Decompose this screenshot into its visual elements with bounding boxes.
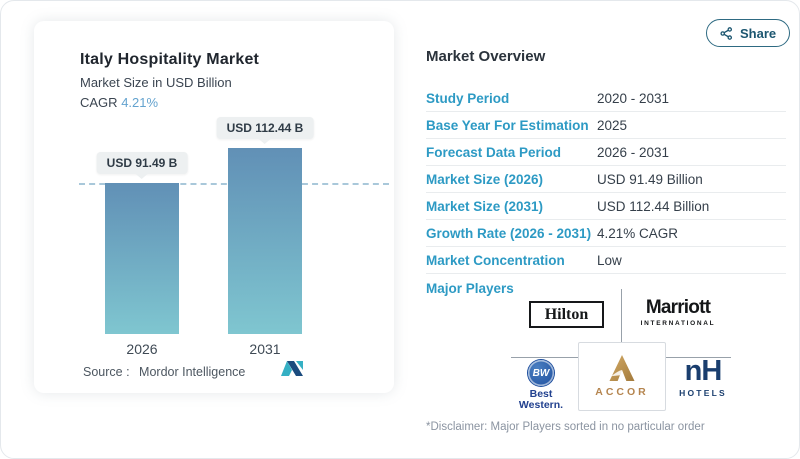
source-value: Mordor Intelligence — [139, 365, 246, 379]
row-label: Study Period — [426, 90, 510, 106]
bar-2026 — [105, 183, 179, 334]
table-row: Market Size (2031) USD 112.44 Billion — [426, 193, 786, 220]
table-row: Forecast Data Period 2026 - 2031 — [426, 139, 786, 166]
panel-heading: Market Overview — [426, 48, 546, 65]
bar-value-label-2031: USD 112.44 B — [216, 117, 314, 139]
row-label: Market Size (2031) — [426, 198, 544, 214]
share-label: Share — [740, 25, 777, 41]
players-divider-vertical — [621, 289, 622, 343]
chart-area: USD 91.49 B USD 112.44 B — [34, 21, 394, 334]
row-value: 2026 - 2031 — [597, 144, 670, 160]
marriott-international-label: INTERNATIONAL — [640, 320, 716, 327]
row-label: Market Size (2026) — [426, 171, 544, 187]
row-value: USD 112.44 Billion — [597, 198, 710, 214]
table-row: Market Concentration Low — [426, 247, 786, 274]
chart-cagr-line: CAGR 4.21% — [80, 95, 259, 110]
accor-wordmark: ACCOR — [595, 386, 649, 398]
bar-value-label-2026: USD 91.49 B — [96, 152, 188, 174]
row-value: 2020 - 2031 — [597, 90, 670, 106]
best-western-line1: Best — [529, 388, 553, 400]
accor-a-icon — [609, 355, 635, 381]
accor-logo: ACCOR — [578, 342, 666, 411]
chart-header: Italy Hospitality Market Market Size in … — [80, 51, 259, 110]
row-value: USD 91.49 Billion — [597, 171, 703, 187]
players-divider-horizontal-right — [665, 357, 731, 358]
x-tick-2031: 2031 — [249, 341, 281, 357]
table-row: Growth Rate (2026 - 2031) 4.21% CAGR — [426, 220, 786, 247]
table-row: Base Year For Estimation 2025 — [426, 112, 786, 139]
best-western-circle-icon: BW — [528, 360, 554, 386]
row-label: Base Year For Estimation — [426, 117, 589, 133]
chart-title: Italy Hospitality Market — [80, 51, 260, 68]
nh-hotels-logo: nH HOTELS — [675, 355, 731, 398]
marriott-logo: Marriott INTERNATIONAL — [631, 297, 725, 327]
best-western-line2: Western. — [518, 399, 564, 412]
players-divider-horizontal-left — [511, 357, 578, 358]
nh-hotels-label: HOTELS — [679, 387, 727, 398]
marriott-wordmark: Marriott — [645, 297, 711, 318]
row-value: Low — [597, 252, 622, 268]
row-value: 2025 — [597, 117, 628, 133]
table-row: Study Period 2020 - 2031 — [426, 85, 786, 112]
disclaimer-text: *Disclaimer: Major Players sorted in no … — [426, 421, 705, 433]
best-western-wordmark: Best Western. — [511, 388, 571, 412]
chart-card: USD 91.49 B USD 112.44 B 2026 2031 Italy… — [34, 21, 394, 393]
source-label: Source : — [83, 365, 130, 379]
row-value: 4.21% CAGR — [597, 225, 679, 241]
row-label: Market Concentration — [426, 252, 565, 268]
nh-wordmark: nH — [684, 355, 723, 387]
best-western-logo: BW Best Western. — [511, 360, 571, 411]
mordor-intelligence-logo-icon — [281, 361, 303, 376]
chart-subtitle: Market Size in USD Billion — [80, 75, 232, 90]
hilton-logo: Hilton — [529, 301, 604, 328]
overview-table: Study Period 2020 - 2031 Base Year For E… — [426, 85, 786, 274]
source-row: Source : Mordor Intelligence — [83, 365, 245, 379]
share-nodes-icon — [720, 26, 733, 40]
cagr-label: CAGR — [80, 95, 118, 110]
row-label: Growth Rate (2026 - 2031) — [426, 225, 592, 241]
x-tick-2026: 2026 — [126, 341, 158, 357]
major-players-label: Major Players — [426, 281, 514, 296]
cagr-value: 4.21% — [121, 95, 159, 110]
share-button[interactable]: Share — [706, 19, 791, 47]
bar-2031 — [228, 148, 302, 334]
table-row: Market Size (2026) USD 91.49 Billion — [426, 166, 786, 193]
row-label: Forecast Data Period — [426, 144, 562, 160]
